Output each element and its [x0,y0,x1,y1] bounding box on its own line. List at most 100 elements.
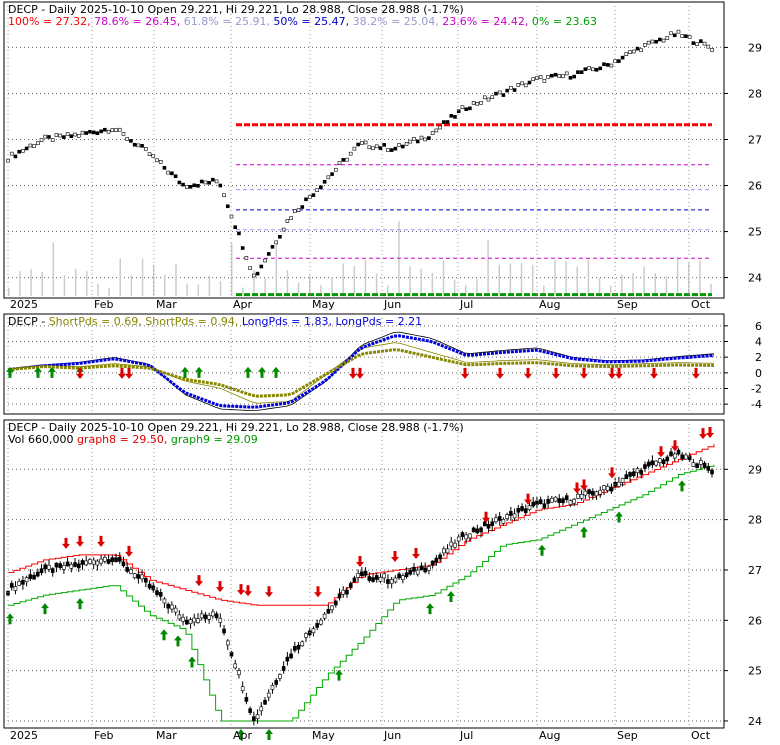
candle-body [609,486,614,492]
volume-bar [52,242,55,296]
price-candle [330,172,334,176]
candle-body [650,460,655,466]
candle-body [300,641,305,647]
volume-bar [242,287,244,296]
candle-body [244,697,249,702]
price-candle [486,97,491,102]
price-candle [598,66,603,71]
price-candle [482,95,487,100]
price-candle [315,188,319,192]
price-candle [136,143,141,148]
title-part: graph9 = 29.09 [167,433,257,446]
price-candle [237,231,241,236]
bull-arrow [6,613,14,625]
price-candle [229,214,234,219]
price-candle [706,44,711,49]
price-candle [225,204,230,209]
price-candle [203,180,208,185]
candle-body [412,566,416,572]
price-candle [386,148,390,152]
candle-body [471,527,476,533]
candle-body [117,556,122,562]
candle-body [356,573,360,578]
volume-bar [30,269,32,296]
price-candle [568,76,573,80]
price-candle [639,48,644,53]
price-candle [54,133,59,137]
bear-arrow [482,511,490,523]
candle-body [538,499,543,504]
price-candle [43,134,48,139]
volume-bar [554,260,556,296]
candle-body [140,574,144,580]
candle-body [255,714,260,719]
y-tick-label: 26 [748,614,762,627]
candle-body [103,556,107,562]
candle-body [550,497,554,503]
candle-body [460,532,465,537]
price-candle [58,133,62,138]
price-candle [69,134,74,138]
bear-arrow [496,367,504,379]
y-tick-label: 27 [748,564,762,577]
price-stops-x-axis: 2025 Feb Mar Apr May Jun Jul Aug Sep Oct [7,424,711,742]
candle-body [505,514,509,519]
price-candle [401,144,405,149]
price-candle [654,39,658,44]
price-candle [460,105,465,109]
price-candle [628,50,632,54]
volume-bar [264,278,266,296]
price-candle [21,149,25,153]
price-candle [620,55,625,60]
candle-body [84,560,89,566]
bear-arrow [580,367,588,379]
price-candle [125,137,129,141]
candle-body [47,564,51,570]
bull-arrow [265,728,273,740]
price-stops-candles [6,448,714,726]
candle-body [348,583,353,588]
volume-bar [152,264,155,296]
candle-body [553,496,558,502]
x-tick-label: Jul [459,729,473,742]
price-stops-grid [4,468,724,722]
price-candle [99,129,103,134]
candle-body [177,614,182,620]
price-candle [341,158,346,162]
candle-body [32,574,36,580]
y-tick-label: 0 [755,367,762,380]
price-candle [520,81,524,86]
price-candle [207,180,211,185]
volume-bar [175,264,177,296]
candle-body [456,536,461,542]
price-candle [479,101,483,105]
candle-body [270,685,275,690]
volume-bar [275,242,278,296]
candle-body [188,619,193,625]
price-candle [296,208,301,212]
price-candle [408,139,413,144]
price-candle [497,90,502,95]
stop-lines [8,444,715,722]
price-candle [702,41,707,46]
y-tick-label: 29 [748,463,762,476]
title-part: DECP - Daily 2025-10-10 Open 29.221, Hi … [8,3,464,16]
x-tick-label: May [312,298,335,311]
price-candle [345,157,349,162]
title-part: 61.8% = 25.91, [180,15,270,28]
price-candle [121,132,126,136]
bull-arrow [272,366,280,378]
price-candle [255,271,260,276]
candle-body [527,505,532,511]
candle-body [665,456,670,462]
price-candle [211,177,215,182]
volume-bar [687,263,690,296]
price-candle [553,72,558,77]
candle-body [557,498,562,503]
bull-arrow [188,656,196,668]
price-candle [442,120,446,124]
candle-body [240,686,245,691]
title-part: Vol 660,000 [8,433,73,446]
pds-lines [7,331,715,412]
candle-body [371,577,375,582]
